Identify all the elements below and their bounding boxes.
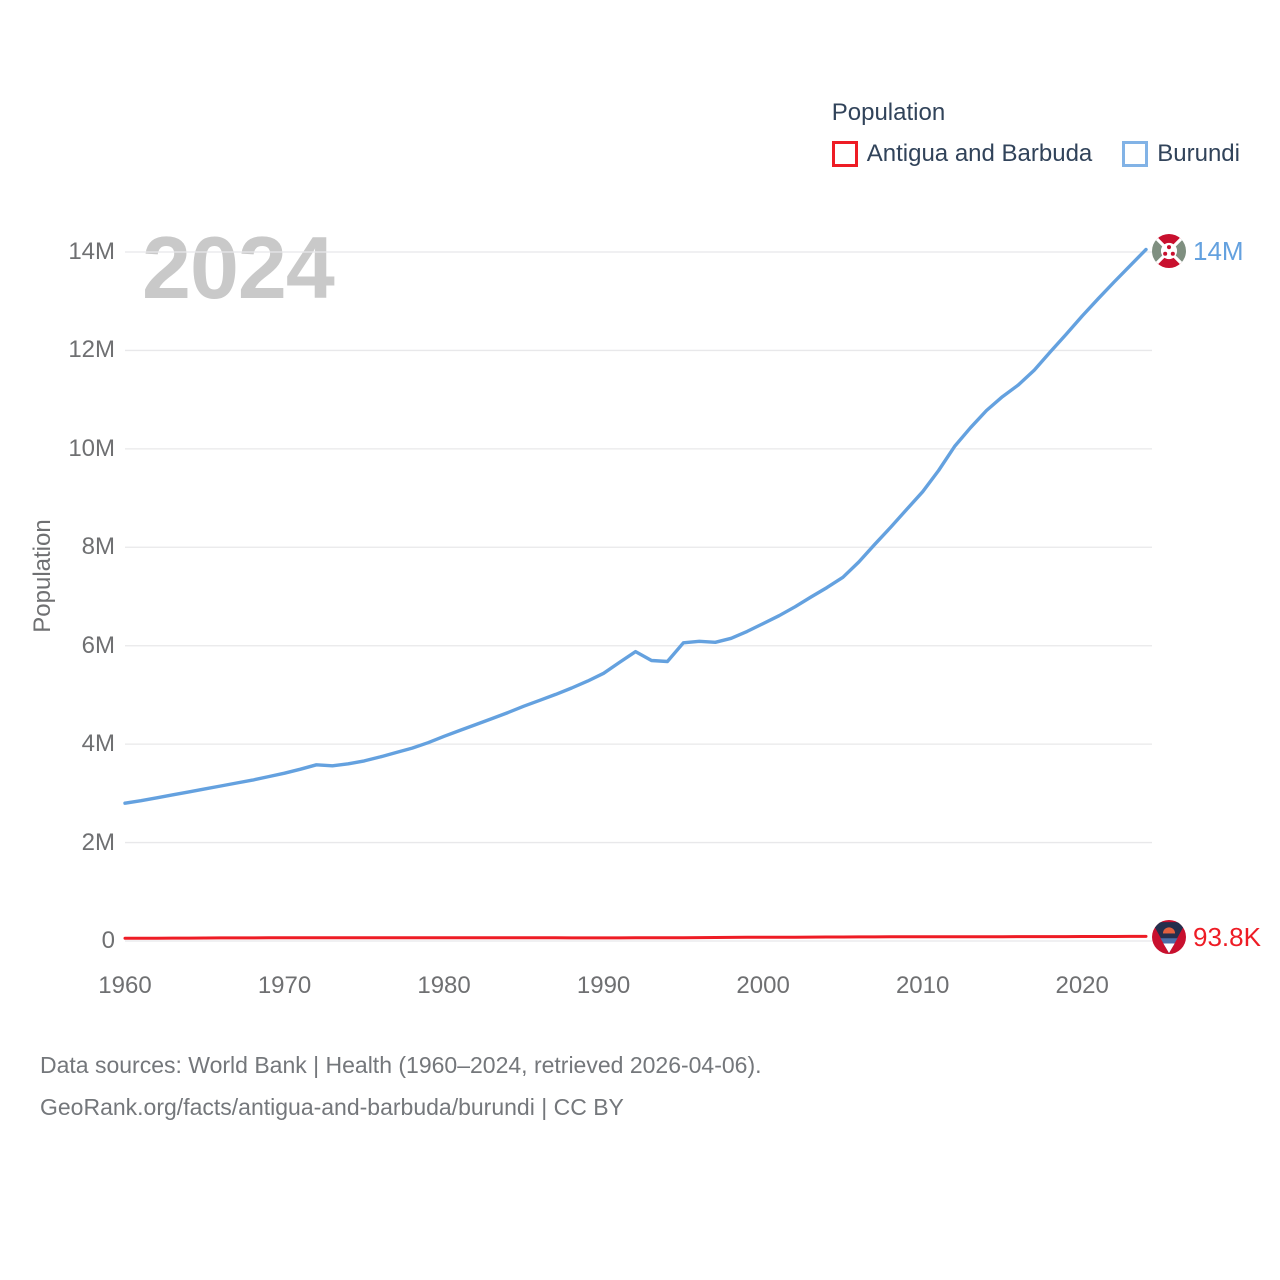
plot-area [123,247,1152,942]
y-tick-label: 8M [81,533,115,561]
y-tick-label: 14M [68,238,115,265]
y-tick-label: 6M [81,631,115,659]
y-tick-label: 10M [68,434,115,462]
attribution-line: GeoRank.org/facts/antigua-and-barbuda/bu… [40,1094,624,1120]
data-sources-line: Data sources: World Bank | Health (1960–… [40,1052,762,1078]
x-tick-label: 2000 [736,972,790,999]
burundi-end-label: 14M [1152,234,1244,268]
antigua-and-barbuda-series-line [123,934,1148,940]
legend-item-burundi[interactable]: Burundi [1122,140,1240,168]
x-tick-label: 1960 [98,972,152,999]
y-tick-label: 12M [68,336,115,364]
legend-title: Population [831,99,946,126]
y-tick-label: 4M [81,730,115,758]
y-tick-label: 0 [101,927,115,954]
x-tick-label: 1970 [257,972,312,999]
x-tick-label: 1990 [576,972,631,999]
legend-swatch-burundi-icon [1122,141,1149,167]
legend-item-antigua-and-barbuda[interactable]: Antigua and Barbuda [831,140,1093,168]
legend-label-antigua: Antigua and Barbuda [866,140,1093,167]
year-watermark: 2024 [142,218,335,317]
x-tick-label: 2020 [1055,972,1109,999]
y-tick-label: 2M [81,828,115,856]
legend-items: Antigua and Barbuda Burundi [831,140,1240,168]
y-axis-title: Population [29,519,56,633]
burundi-end-value: 14M [1193,235,1244,266]
x-tick-label: 2010 [895,972,950,999]
x-tick-label: 1980 [417,972,471,999]
antigua-end-label: 93.8K [1152,920,1261,954]
burundi-flag-icon [1152,234,1186,268]
legend-label-burundi: Burundi [1157,140,1240,167]
antigua-and-barbuda-flag-icon [1152,920,1186,954]
legend: Population Antigua and Barbuda Burundi [831,99,1240,168]
burundi-series-line [123,247,1148,805]
data-sources-footer: Data sources: World Bank | Health (1960–… [40,1044,762,1128]
antigua-end-value: 93.8K [1193,921,1261,952]
legend-swatch-antigua-icon [831,141,858,167]
